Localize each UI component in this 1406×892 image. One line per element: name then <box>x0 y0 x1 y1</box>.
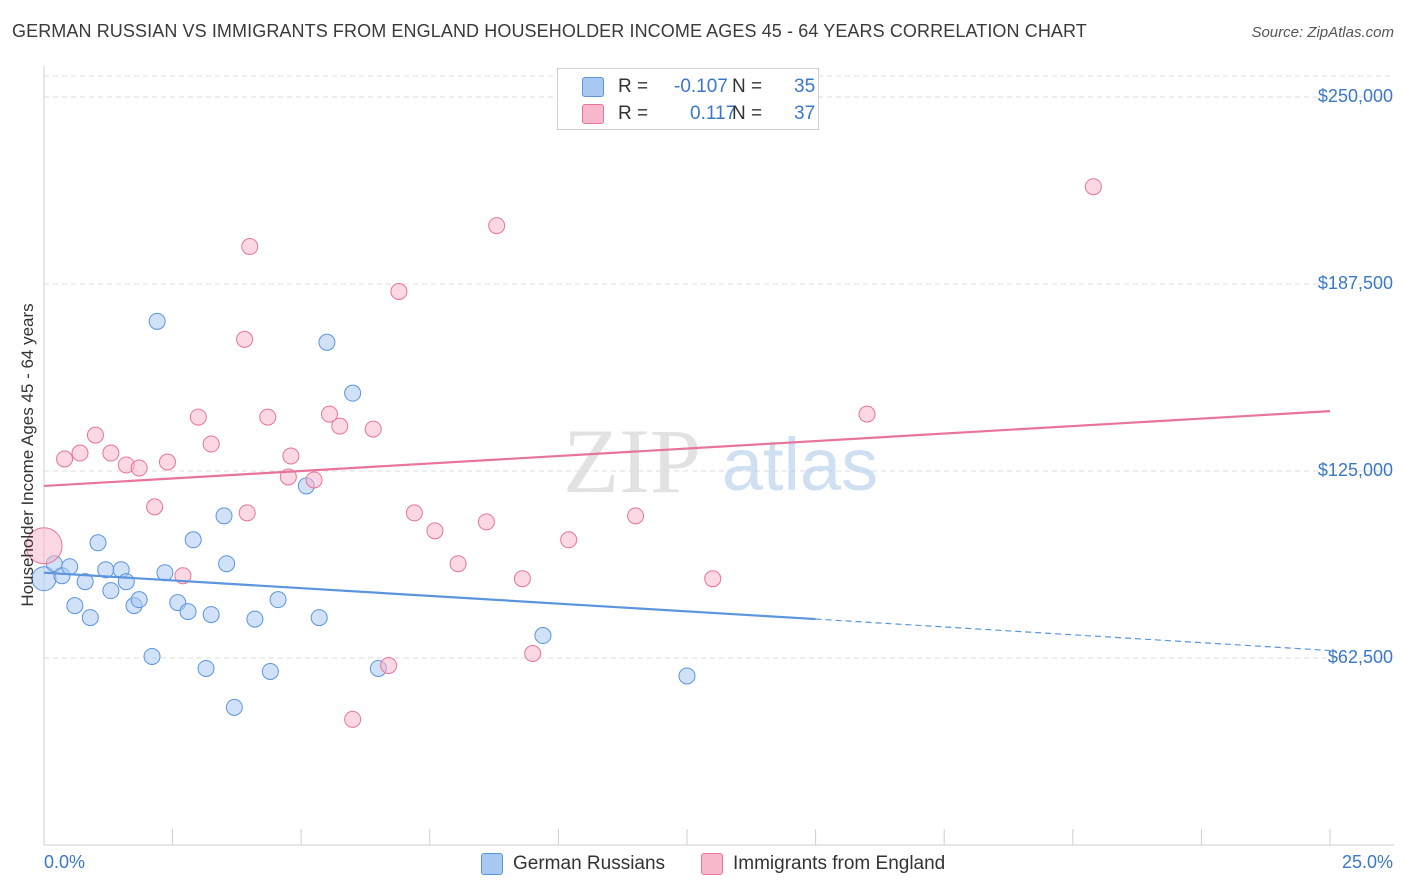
stats-legend: R = -0.107 N = 35 R = 0.117 N = 37 <box>557 68 819 130</box>
legend-label: Immigrants from England <box>733 853 946 874</box>
point-immigrants-england <box>426 522 444 540</box>
point-immigrants-england <box>130 459 148 477</box>
point-german-russians <box>197 659 215 677</box>
r-value: 0.117 <box>690 103 737 124</box>
y-axis-label: Householder Income Ages 45 - 64 years <box>18 303 37 607</box>
source-credit: Source: ZipAtlas.com <box>1251 24 1394 41</box>
point-immigrants-england <box>704 570 722 588</box>
point-immigrants-england <box>858 405 876 423</box>
point-immigrants-england <box>364 420 382 438</box>
point-german-russians <box>179 603 197 621</box>
r-label: R = <box>618 76 649 97</box>
point-german-russians <box>76 573 94 591</box>
point-german-russians <box>117 573 135 591</box>
axes <box>43 66 1394 846</box>
r-value: -0.107 <box>674 76 728 97</box>
point-immigrants-england <box>259 408 277 426</box>
n-value: 35 <box>794 76 816 97</box>
y-tick-label: $187,500 <box>1317 272 1393 293</box>
point-german-russians <box>202 606 220 624</box>
x-tick-label-max: 25.0% <box>1341 852 1393 872</box>
point-german-russians <box>102 582 120 600</box>
point-immigrants-england <box>102 444 120 462</box>
trend-line-german-russians <box>43 571 816 621</box>
point-immigrants-england <box>405 504 423 522</box>
n-value: 37 <box>794 103 816 124</box>
point-german-russians <box>344 384 362 402</box>
point-german-russians <box>143 647 161 665</box>
point-immigrants-england <box>560 531 578 549</box>
n-label: N = <box>732 103 763 124</box>
point-immigrants-england <box>146 498 164 516</box>
point-immigrants-england <box>189 408 207 426</box>
data-points <box>25 178 1102 728</box>
trend-lines <box>43 410 1331 652</box>
point-immigrants-england <box>449 555 467 573</box>
chart-title: GERMAN RUSSIAN VS IMMIGRANTS FROM ENGLAN… <box>12 21 1087 41</box>
point-immigrants-england <box>390 282 408 300</box>
y-tick-label: $62,500 <box>1327 646 1393 667</box>
point-immigrants-england <box>331 417 349 435</box>
legend-swatch-blue <box>582 77 604 97</box>
point-german-russians <box>678 667 696 685</box>
point-immigrants-england <box>236 330 254 348</box>
point-german-russians <box>81 609 99 627</box>
point-immigrants-england <box>477 513 495 531</box>
point-immigrants-england <box>174 567 192 585</box>
r-label: R = <box>618 103 649 124</box>
watermark-zip: ZIP <box>563 410 701 512</box>
point-german-russians <box>215 507 233 525</box>
legend-swatch-blue <box>481 853 503 875</box>
n-label: N = <box>732 76 763 97</box>
point-immigrants-england <box>56 450 74 468</box>
point-german-russians <box>148 312 166 330</box>
legend-swatch-pink <box>701 853 723 875</box>
point-immigrants-england <box>320 405 338 423</box>
point-immigrants-england <box>238 504 256 522</box>
point-immigrants-england <box>380 656 398 674</box>
point-immigrants-england <box>513 570 531 588</box>
point-immigrants-england <box>25 527 63 565</box>
point-immigrants-england <box>202 435 220 453</box>
point-immigrants-england <box>282 447 300 465</box>
point-immigrants-england <box>305 471 323 489</box>
point-german-russians <box>130 591 148 609</box>
point-immigrants-england <box>488 217 506 235</box>
point-immigrants-england <box>158 453 176 471</box>
x-tick-label-min: 0.0% <box>44 852 86 872</box>
legend-label: German Russians <box>513 853 666 874</box>
point-german-russians <box>156 564 174 582</box>
point-immigrants-england <box>344 710 362 728</box>
watermark-atlas: atlas <box>722 423 878 506</box>
point-german-russians <box>89 534 107 552</box>
point-german-russians <box>225 698 243 716</box>
watermark: ZIP atlas <box>563 410 878 512</box>
point-german-russians <box>534 627 552 645</box>
point-german-russians <box>310 609 328 627</box>
legend-swatch-pink <box>582 104 604 124</box>
point-german-russians <box>61 558 79 576</box>
y-tick-label: $125,000 <box>1317 459 1393 480</box>
point-german-russians <box>269 591 287 609</box>
point-immigrants-england <box>86 426 104 444</box>
point-immigrants-england <box>1084 178 1102 196</box>
point-german-russians <box>184 531 202 549</box>
point-german-russians <box>246 610 264 628</box>
point-german-russians <box>66 597 84 615</box>
point-immigrants-england <box>71 444 89 462</box>
point-german-russians <box>318 333 336 351</box>
gridlines <box>44 75 1394 659</box>
trend-line-immigrants-england <box>43 410 1331 488</box>
trend-line-extension <box>815 618 1331 652</box>
y-tick-label: $250,000 <box>1317 85 1393 106</box>
point-immigrants-england <box>627 507 645 525</box>
point-german-russians <box>218 555 236 573</box>
point-immigrants-england <box>241 238 259 256</box>
point-german-russians <box>261 662 279 680</box>
point-immigrants-england <box>524 644 542 662</box>
